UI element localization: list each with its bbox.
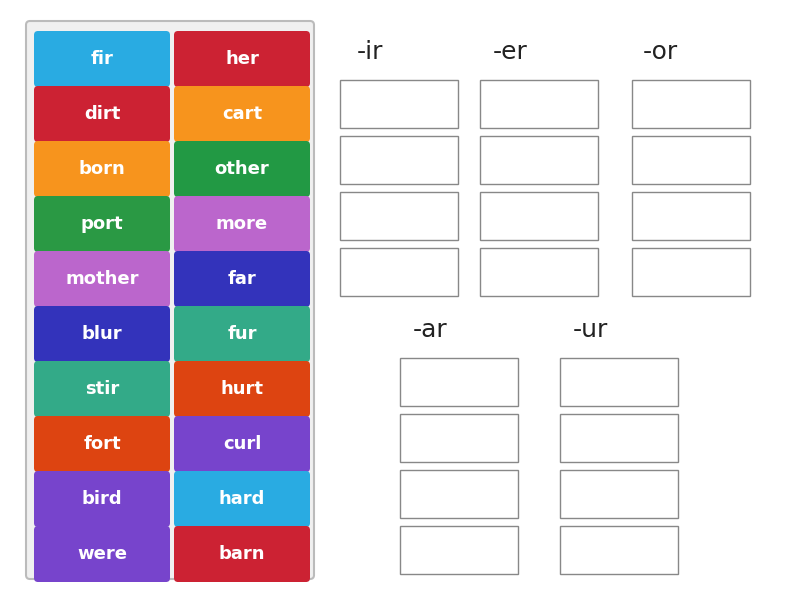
Text: her: her [225,50,259,68]
FancyBboxPatch shape [174,471,310,527]
Text: far: far [228,270,256,288]
FancyBboxPatch shape [174,306,310,362]
FancyBboxPatch shape [174,251,310,307]
Bar [400,358,518,406]
Bar [632,192,750,240]
Bar [560,414,678,462]
FancyBboxPatch shape [34,526,170,582]
Text: fur: fur [227,325,257,343]
Text: barn: barn [218,545,266,563]
FancyBboxPatch shape [34,251,170,307]
Text: bird: bird [82,490,122,508]
Text: -ur: -ur [572,318,608,342]
Bar [340,192,458,240]
FancyBboxPatch shape [34,196,170,252]
FancyBboxPatch shape [174,141,310,197]
Bar [632,136,750,184]
FancyBboxPatch shape [34,86,170,142]
FancyBboxPatch shape [174,86,310,142]
Bar [340,80,458,128]
Text: -ar: -ar [413,318,447,342]
Bar [480,192,598,240]
Text: more: more [216,215,268,233]
FancyBboxPatch shape [34,31,170,87]
Text: hard: hard [219,490,265,508]
Text: born: born [78,160,126,178]
Bar [560,526,678,574]
Text: blur: blur [82,325,122,343]
Text: fir: fir [90,50,114,68]
Text: fort: fort [83,435,121,453]
Bar [400,470,518,518]
Bar [560,358,678,406]
Text: hurt: hurt [221,380,263,398]
FancyBboxPatch shape [34,416,170,472]
Text: cart: cart [222,105,262,123]
FancyBboxPatch shape [34,141,170,197]
FancyBboxPatch shape [174,416,310,472]
Bar [560,470,678,518]
Text: -or: -or [642,40,678,64]
Bar [400,526,518,574]
Text: other: other [214,160,270,178]
Bar [340,136,458,184]
Bar [480,136,598,184]
FancyBboxPatch shape [174,196,310,252]
FancyBboxPatch shape [26,21,314,579]
Bar [632,80,750,128]
Text: curl: curl [223,435,261,453]
FancyBboxPatch shape [34,471,170,527]
Bar [340,248,458,296]
Bar [632,248,750,296]
Bar [480,80,598,128]
FancyBboxPatch shape [34,361,170,417]
Text: -ir: -ir [357,40,383,64]
Bar [480,248,598,296]
Bar [400,414,518,462]
Text: were: were [77,545,127,563]
Text: port: port [81,215,123,233]
FancyBboxPatch shape [174,526,310,582]
FancyBboxPatch shape [34,306,170,362]
Text: mother: mother [66,270,138,288]
Text: stir: stir [85,380,119,398]
Text: dirt: dirt [84,105,120,123]
Text: -er: -er [493,40,527,64]
FancyBboxPatch shape [174,361,310,417]
FancyBboxPatch shape [174,31,310,87]
